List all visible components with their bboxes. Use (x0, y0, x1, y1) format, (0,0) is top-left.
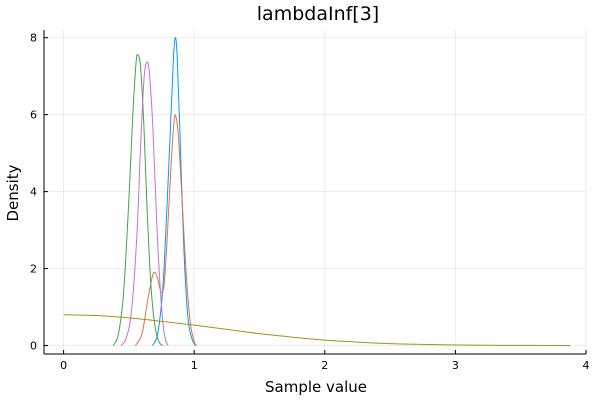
x-tick-label-3: 3 (452, 359, 459, 372)
y-tick-label-3: 6 (30, 109, 37, 122)
series-group (63, 37, 571, 346)
series-line-4 (120, 61, 169, 346)
x-axis-label: Sample value (265, 378, 367, 396)
axes (43, 30, 587, 355)
x-tick-label-4: 4 (583, 359, 590, 372)
x-tick-label-2: 2 (321, 359, 328, 372)
y-tick-label-0: 0 (30, 340, 37, 353)
x-tick-label-0: 0 (60, 359, 67, 372)
y-tick-label-2: 4 (30, 186, 37, 199)
y-axis-label: Density (4, 164, 22, 221)
grid-lines (44, 30, 587, 354)
series-line-5 (63, 314, 571, 346)
y-tick-label-1: 2 (30, 263, 37, 276)
y-tick-label-4: 8 (30, 32, 37, 45)
chart-title: lambdaInf[3] (257, 3, 379, 25)
tick-labels: 0 1 2 3 4 0 2 4 6 8 (30, 32, 590, 372)
series-line-1 (151, 37, 196, 346)
series-line-2 (134, 114, 198, 346)
series-line-3 (112, 53, 164, 346)
x-tick-label-1: 1 (191, 359, 198, 372)
